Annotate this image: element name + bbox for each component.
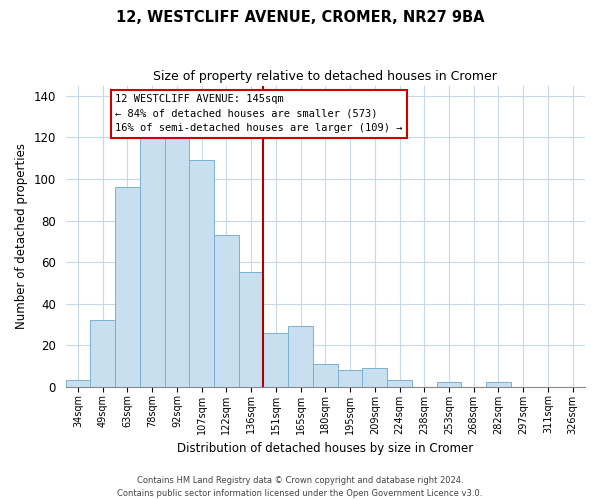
Bar (164, 110, 190, 386)
Bar (486, 382, 511, 386)
Bar (115, 188, 140, 386)
Bar (288, 326, 313, 386)
Bar (437, 382, 461, 386)
Title: Size of property relative to detached houses in Cromer: Size of property relative to detached ho… (154, 70, 497, 83)
Bar (214, 235, 239, 386)
Bar (140, 110, 164, 386)
Y-axis label: Number of detached properties: Number of detached properties (15, 143, 28, 329)
Bar (338, 370, 362, 386)
Bar (91, 320, 115, 386)
Text: 12 WESTCLIFF AVENUE: 145sqm
← 84% of detached houses are smaller (573)
16% of se: 12 WESTCLIFF AVENUE: 145sqm ← 84% of det… (115, 94, 403, 134)
Bar (190, 160, 214, 386)
Bar (239, 272, 263, 386)
Text: 12, WESTCLIFF AVENUE, CROMER, NR27 9BA: 12, WESTCLIFF AVENUE, CROMER, NR27 9BA (116, 10, 484, 25)
X-axis label: Distribution of detached houses by size in Cromer: Distribution of detached houses by size … (177, 442, 473, 455)
Bar (65, 380, 91, 386)
Bar (362, 368, 387, 386)
Text: Contains HM Land Registry data © Crown copyright and database right 2024.
Contai: Contains HM Land Registry data © Crown c… (118, 476, 482, 498)
Bar (313, 364, 338, 386)
Bar (387, 380, 412, 386)
Bar (263, 332, 288, 386)
